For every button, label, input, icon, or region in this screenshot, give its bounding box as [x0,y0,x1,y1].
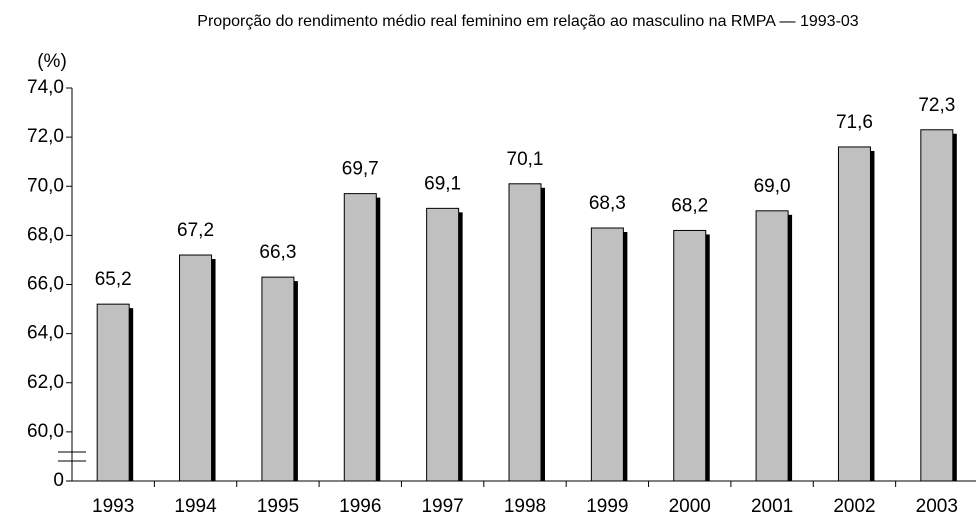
y-tick-label: 70,0 [27,175,64,196]
x-tick-label: 1995 [257,496,299,517]
bar [837,146,871,482]
y-tick-label: 60,0 [27,421,64,442]
data-label: 65,2 [95,269,132,290]
y-unit: (%) [37,51,67,72]
y-tick-label: 68,0 [27,224,64,245]
x-tick-label: 2000 [669,496,711,517]
x-tick-label: 1999 [586,496,628,517]
bar [590,227,624,482]
bar [343,193,377,482]
y-tick-label: 66,0 [27,274,64,295]
bar [96,303,130,482]
x-tick-label: 2002 [833,496,875,517]
data-label: 66,3 [259,242,296,263]
x-tick-label: 1997 [421,496,463,517]
data-label: 69,0 [754,176,791,197]
bar [261,276,295,482]
x-tick-label: 1996 [339,496,381,517]
bar [673,229,707,482]
x-tick-label: 2003 [916,496,958,517]
y-tick-label: 64,0 [27,323,64,344]
bar [755,210,789,482]
x-tick-label: 2001 [751,496,793,517]
y-tick-label: 72,0 [27,126,64,147]
data-label: 68,3 [589,193,626,214]
y-tick-label: 74,0 [27,77,64,98]
data-label: 68,2 [671,195,708,216]
data-label: 67,2 [177,220,214,241]
data-label: 72,3 [918,95,955,116]
data-label: 71,6 [836,112,873,133]
x-tick-label: 1998 [504,496,546,517]
y-tick-label: 0 [53,470,64,491]
data-label: 69,1 [424,173,461,194]
data-label: 70,1 [507,149,544,170]
bar [426,207,460,482]
data-label: 69,7 [342,159,379,180]
bar [508,183,542,482]
bar [920,129,954,482]
x-tick-label: 1993 [92,496,134,517]
x-tick-label: 1994 [174,496,217,517]
y-tick-label: 62,0 [27,372,64,393]
bar [179,254,213,482]
chart-title: Proporção do rendimento médio real femin… [197,13,858,30]
